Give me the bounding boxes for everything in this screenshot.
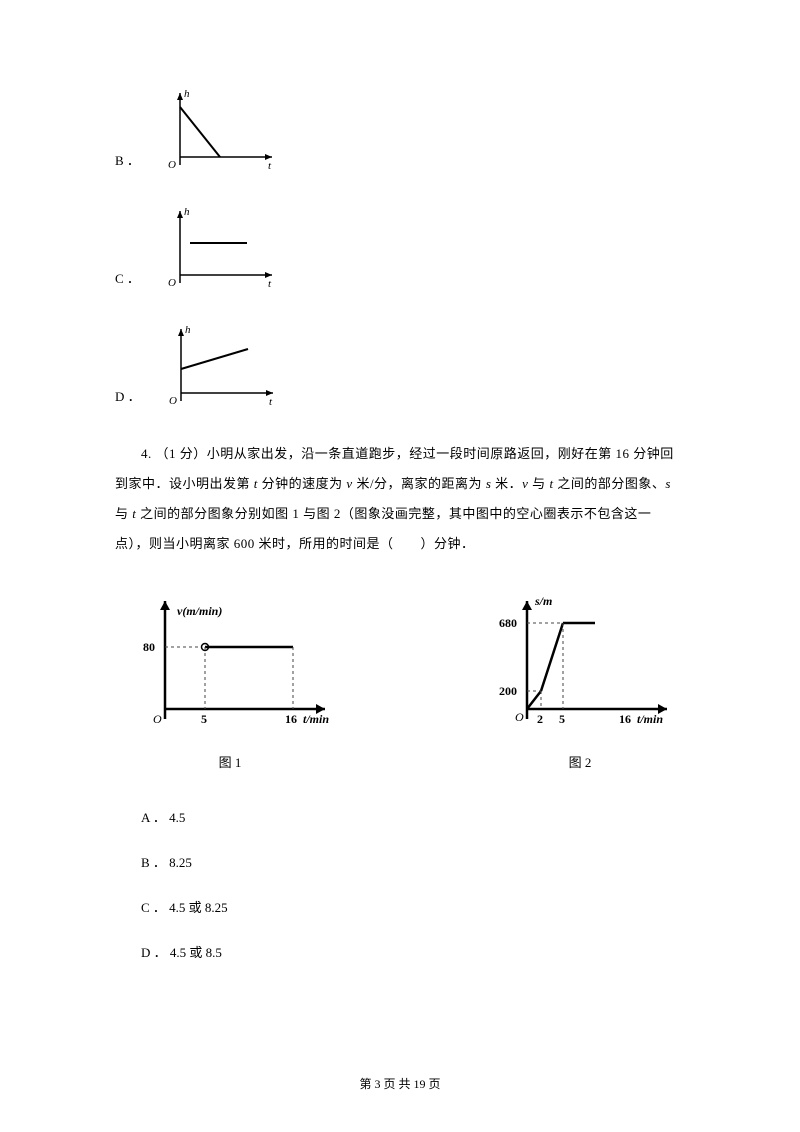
- figure-2: 680 200 s/m 2 5 16 t/min O 图 2: [485, 589, 675, 771]
- option-c-graph: h t O: [152, 203, 282, 293]
- option-d-row: D ． h t O: [115, 321, 685, 411]
- answer-a[interactable]: A ． 4.5: [115, 807, 685, 826]
- q4-t7: 与: [115, 506, 132, 521]
- svg-text:h: h: [185, 324, 191, 336]
- svg-text:O: O: [168, 159, 176, 171]
- svg-text:200: 200: [499, 684, 517, 698]
- svg-text:O: O: [515, 710, 524, 724]
- figure-2-caption: 图 2: [485, 752, 675, 771]
- q4-points: （1 分）: [156, 446, 207, 461]
- svg-text:5: 5: [201, 712, 207, 726]
- q4-t3: 米/分，离家的距离为: [353, 476, 486, 491]
- figures-row: 80 v(m/min) 5 16 t/min O 图 1: [115, 589, 685, 771]
- svg-text:80: 80: [143, 640, 155, 654]
- option-c-label: C ．: [115, 268, 140, 293]
- q4-t2: 分钟的速度为: [258, 476, 347, 491]
- svg-text:680: 680: [499, 616, 517, 630]
- q4-t4: 米．: [491, 476, 522, 491]
- q4-t8: 之间的部分图象分别如图 1 与图 2（图象没画完整，其中图中的空心圈表示不包含这…: [115, 506, 651, 551]
- svg-text:5: 5: [559, 712, 565, 726]
- figure-2-chart: 680 200 s/m 2 5 16 t/min O: [485, 589, 675, 739]
- svg-text:16: 16: [619, 712, 631, 726]
- svg-text:h: h: [184, 206, 190, 218]
- svg-text:O: O: [153, 712, 162, 726]
- option-c-row: C ． h t O: [115, 203, 685, 293]
- option-b-row: B ． h t O: [115, 85, 685, 175]
- option-b-label: B ．: [115, 150, 140, 175]
- figure-1-chart: 80 v(m/min) 5 16 t/min O: [125, 589, 335, 739]
- svg-text:h: h: [184, 88, 190, 100]
- svg-text:2: 2: [537, 712, 543, 726]
- svg-text:16: 16: [285, 712, 297, 726]
- svg-text:t: t: [268, 160, 272, 172]
- answer-choices: A ． 4.5 B ． 8.25 C ． 4.5 或 8.25 D ． 4.5 …: [115, 807, 685, 961]
- figure-1-caption: 图 1: [125, 752, 335, 771]
- q4-var-s2: s: [665, 476, 671, 491]
- answer-b[interactable]: B ． 8.25: [115, 852, 685, 871]
- option-d-graph: h t O: [153, 321, 283, 411]
- option-d-label: D ．: [115, 386, 141, 411]
- q4-number: 4.: [141, 446, 152, 461]
- svg-text:O: O: [169, 395, 177, 407]
- figure-1: 80 v(m/min) 5 16 t/min O 图 1: [125, 589, 335, 771]
- q4-t6: 之间的部分图象、: [554, 476, 666, 491]
- answer-d[interactable]: D ． 4.5 或 8.5: [115, 942, 685, 961]
- svg-text:t: t: [269, 396, 273, 408]
- question-4-text: 4. （1 分）小明从家出发，沿一条直道跑步，经过一段时间原路返回，刚好在第 1…: [115, 439, 685, 559]
- svg-text:v(m/min): v(m/min): [177, 604, 222, 618]
- option-b-graph: h t O: [152, 85, 282, 175]
- svg-text:t/min: t/min: [303, 712, 329, 726]
- answer-c[interactable]: C ． 4.5 或 8.25: [115, 897, 685, 916]
- svg-text:t: t: [268, 278, 272, 290]
- svg-text:s/m: s/m: [534, 594, 552, 608]
- q4-t5: 与: [528, 476, 549, 491]
- svg-text:t/min: t/min: [637, 712, 663, 726]
- svg-text:O: O: [168, 277, 176, 289]
- page-footer: 第 3 页 共 19 页: [0, 1075, 800, 1092]
